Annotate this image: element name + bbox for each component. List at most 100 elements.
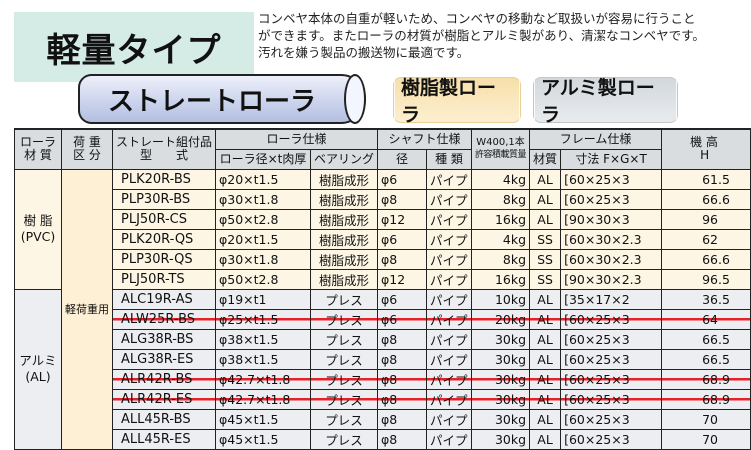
shaft-type-cell: パイプ [426,368,473,390]
model-cell: PLJ50R-CS [111,208,217,230]
table-row: アルミ (AL) ALC19R-AS φ19×t1 プレス φ6 パイプ 10kg AL [35×… [14,288,751,450]
frame-material-cell: SS [529,268,562,290]
frame-material-cell: AL [529,288,562,310]
resin-roller-button[interactable]: 樹脂製ローラ [393,69,521,131]
shaft-dia-cell: φ8 [377,408,428,430]
frame-dim-cell: [60×25×3 [560,188,663,210]
shaft-dia-cell: φ8 [377,368,428,390]
table-row: ALL45R-ES φ45×t1.5 プレス φ8 パイプ 30kg AL [60×25×3 7… [15,428,751,450]
bearing-cell: 樹脂成形 [310,268,379,290]
aluminum-roller-button[interactable]: アルミ製ローラ [533,69,678,131]
height-cell: 70 [661,408,751,430]
table-row: PLP30R-BS φ30×t1.8 樹脂成形 φ8 パイプ 8kg AL [60×25×3 6… [15,188,751,210]
height-cell: 62 [661,228,751,250]
frame-material-cell: AL [529,368,562,390]
shaft-type-cell: パイプ [426,308,473,330]
table-row: PLJ50R-CS φ50×t2.8 樹脂成形 φ12 パイプ 16kg AL [90×30×… [15,208,751,230]
table-row: PLK20R-QS φ20×t1.5 樹脂成形 φ6 パイプ 4kg SS [60×30×2.… [15,228,751,250]
spec-table: ローラ材 質 荷 重区 分 ストレート組付品型 式 ローラ仕様 シャフト仕様 W… [14,128,751,450]
capacity-cell: 10kg [471,288,531,310]
shaft-type-cell: パイプ [426,228,473,250]
model-cell: PLK20R-QS [111,228,217,250]
model-cell: ALR42R-ES [111,388,217,410]
shaft-dia-cell: φ8 [377,388,428,410]
height-cell: 36.5 [661,288,751,310]
header-frame-dim: 寸法 F×G×T [560,148,663,170]
header-roller-dim: ローラ径×t肉厚 [215,148,312,170]
shaft-type-cell: パイプ [426,428,473,450]
header-capacity: W400,1本 許容積載質量 [471,128,531,170]
model-cell: ALG38R-ES [111,348,217,370]
model-cell: ALW25R-BS [111,308,217,330]
description-line: ができます。またローラの材質が樹脂とアルミ製があり、清潔なコンベヤです。 [258,28,705,43]
frame-material-cell: AL [529,428,562,450]
height-cell: 66.5 [661,328,751,350]
frame-dim-cell: [90×30×2.3 [560,268,663,290]
capacity-cell: 30kg [471,368,531,390]
frame-dim-cell: [90×30×3 [560,208,663,230]
straight-roller-banner: ストレートローラ [78,74,366,124]
bearing-cell: プレス [310,308,379,330]
bearing-cell: プレス [310,328,379,350]
shaft-type-cell: パイプ [426,268,473,290]
shaft-type-cell: パイプ [426,408,473,430]
height-cell: 61.5 [661,168,751,190]
description-line: コンベヤ本体の自重が軽いため、コンベヤの移動など取扱いが容易に行うこと [258,11,696,26]
frame-material-cell: AL [529,328,562,350]
model-cell: ALL45R-ES [111,428,217,450]
load-class: 軽荷重用 [61,168,113,450]
capacity-cell: 20kg [471,308,531,330]
height-cell: 68.9 [661,368,751,390]
roller-dim-cell: φ38×t1.5 [215,328,312,350]
frame-material-cell: SS [529,228,562,250]
model-cell: PLJ50R-TS [111,268,217,290]
capacity-cell: 8kg [471,248,531,270]
capacity-cell: 8kg [471,188,531,210]
height-cell: 68.9 [661,388,751,410]
roller-dim-cell: φ50×t2.8 [215,208,312,230]
shaft-type-cell: パイプ [426,288,473,310]
bearing-cell: プレス [310,408,379,430]
table-row: ALR42R-ES φ42.7×t1.8 プレス φ8 パイプ 30kg AL [60×25×… [15,388,751,410]
height-cell: 66.6 [661,188,751,210]
capacity-cell: 30kg [471,388,531,410]
frame-material-cell: AL [529,308,562,330]
shaft-type-cell: パイプ [426,208,473,230]
capacity-cell: 30kg [471,328,531,350]
frame-dim-cell: [60×30×2.3 [560,228,663,250]
height-cell: 96.5 [661,268,751,290]
roller-dim-cell: φ42.7×t1.8 [215,368,312,390]
table-row: ALR42R-BS φ42.7×t1.8 プレス φ8 パイプ 30kg AL [60×25×… [15,368,751,390]
bearing-cell: 樹脂成形 [310,168,379,190]
shaft-type-cell: パイプ [426,168,473,190]
frame-dim-cell: [60×25×3 [560,428,663,450]
frame-dim-cell: [60×25×3 [560,168,663,190]
frame-material-cell: AL [529,188,562,210]
frame-dim-cell: [60×25×3 [560,348,663,370]
shaft-dia-cell: φ12 [377,208,428,230]
table-row: ALW25R-BS φ25×t1.5 プレス φ6 パイプ 20kg AL [60×25×3 6… [15,308,751,330]
roller-dim-cell: φ30×t1.8 [215,248,312,270]
frame-dim-cell: [60×30×2.3 [560,248,663,270]
page-title: 軽量タイプ [14,12,254,82]
height-cell: 64 [661,308,751,330]
group-resin: 樹 脂 (PVC) [14,168,62,290]
model-cell: PLP30R-QS [111,248,217,270]
table-row: PLP30R-QS φ30×t1.8 樹脂成形 φ8 パイプ 8kg SS [60×30×2.… [15,248,751,270]
roller-dim-cell: φ20×t1.5 [215,228,312,250]
shaft-type-cell: パイプ [426,188,473,210]
shaft-dia-cell: φ6 [377,228,428,250]
shaft-dia-cell: φ8 [377,248,428,270]
frame-dim-cell: [60×25×3 [560,408,663,430]
frame-material-cell: AL [529,168,562,190]
shaft-dia-cell: φ8 [377,188,428,210]
frame-material-cell: AL [529,408,562,430]
bearing-cell: 樹脂成形 [310,188,379,210]
model-cell: ALL45R-BS [111,408,217,430]
resin-roller-label: 樹脂製ローラ [394,69,520,131]
header-roller: ローラ仕様 [215,128,379,150]
table-row: ALL45R-BS φ45×t1.5 プレス φ8 パイプ 30kg AL [60×25×3 7… [15,408,751,430]
table-row: 樹 脂 (PVC) 軽荷重用 PLK20R-BS φ20×t1.5 樹脂成形 φ6 パイプ 4k… [14,168,751,450]
frame-material-cell: AL [529,208,562,230]
